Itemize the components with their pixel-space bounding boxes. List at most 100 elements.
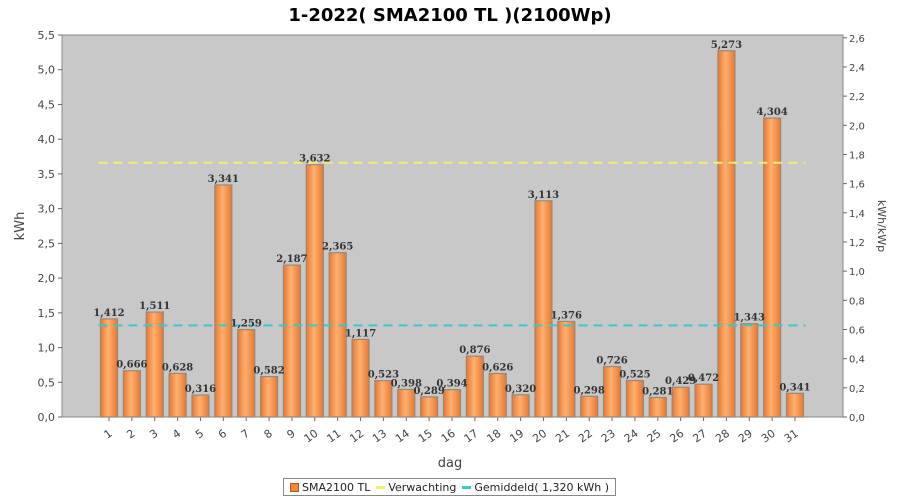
bar [168,372,187,418]
x-tick-label: 11 [324,427,343,446]
value-label: 0,525 [619,370,650,381]
value-label: 3,113 [528,190,559,201]
value-label: 5,273 [711,40,742,51]
bar [442,389,462,418]
legend-item-expected: Verwachting [376,481,456,494]
value-label: 0,316 [185,384,216,395]
x-tick-label: 26 [667,427,686,446]
x-tick-label: 15 [416,427,435,446]
x-tick-label: 18 [485,427,504,446]
x-tick-label: 12 [347,427,366,446]
bar [648,396,667,418]
legend-label-average: Gemiddeld( 1,320 kWh ) [474,480,610,494]
value-label: 1,343 [734,313,765,324]
bar [237,328,256,418]
y-tick-label: 5,5 [38,29,56,42]
x-tick-label: 10 [302,427,321,446]
y2-axis-title: kWh/kWp [875,200,888,252]
x-tick-label: 19 [507,427,526,446]
value-label: 0,666 [116,360,147,371]
value-labels: 1,412 0,666 1,511 0,628 0,316 3,341 1,259 0,582… [93,40,810,398]
line-swatch-icon [462,485,472,489]
bar [305,164,324,418]
legend-item-average: Gemiddeld( 1,320 kWh ) [462,481,609,494]
value-label: 1,376 [551,310,582,321]
y2-tick-label: 1,2 [849,238,865,249]
value-label: 0,320 [505,384,536,395]
x-tick-label: 20 [530,427,549,446]
reference-lines [98,161,806,327]
bar [397,388,416,418]
value-label: 4,304 [756,107,787,118]
x-axis-title: dag [438,456,462,471]
y2-tick-label: 1,0 [849,267,865,278]
y-tick-label: 0,5 [38,376,56,389]
bar [420,396,439,418]
y-tick-label: 1,0 [38,342,56,355]
y-axis-left: 0,0 0,5 1,0 1,5 2,0 2,5 3,0 3,5 4,0 4,5 5,0 5,5 [38,29,62,424]
value-label: 1,412 [93,308,124,319]
x-tick-label: 27 [690,427,709,446]
y2-tick-label: 2,2 [849,92,865,103]
x-tick-label: 24 [622,427,641,446]
y-tick-label: 4,5 [38,98,56,111]
value-label: 2,365 [322,242,353,253]
value-label: 0,582 [253,366,284,377]
x-tick-label: 13 [370,427,389,446]
y-axis-title: kWh [13,212,28,241]
value-label: 0,726 [596,356,627,367]
bar [191,394,210,418]
bar [99,318,119,418]
bar [717,50,736,418]
legend-label-expected: Verwachting [388,480,457,494]
line-swatch-icon [376,485,386,489]
y2-tick-label: 1,6 [849,180,865,191]
y2-tick-label: 1,8 [849,150,865,161]
legend-item-bar: SMA2100 TL [290,481,370,494]
value-label: 0,341 [779,382,810,393]
x-tick-label: 8 [262,427,275,442]
value-label: 0,628 [162,362,193,373]
x-tick-label: 21 [553,427,572,446]
x-axis: 1 2 3 4 5 6 7 8 9 10 11 12 13 14 15 16 17 18 19 20 21 22 23 24 2… [102,417,801,445]
y2-tick-label: 0,6 [849,325,865,336]
legend: SMA2100 TL Verwachting Gemiddeld( 1,320 … [283,478,617,496]
x-tick-label: 22 [576,427,595,446]
y-tick-label: 4,0 [38,133,56,146]
bar [625,379,645,418]
x-tick-label: 28 [713,427,732,446]
value-label: 0,876 [459,345,490,356]
y2-tick-label: 0,8 [849,296,865,307]
bar [694,383,713,418]
x-tick-label: 9 [284,427,297,442]
chart-title: 1-2022( SMA2100 TL )(2100Wp) [288,5,611,26]
x-tick-label: 6 [216,427,229,442]
value-label: 0,398 [391,378,422,389]
bar [328,252,347,418]
bar [282,264,302,418]
value-label: 1,511 [139,301,170,312]
y-tick-label: 3,5 [38,168,56,181]
bar [145,311,164,418]
bar [740,323,759,418]
bar [488,372,507,418]
value-label: 0,626 [482,363,513,374]
value-label: 1,259 [231,319,262,330]
y-tick-label: 2,5 [38,237,56,250]
y-axis-right: 0,0 0,2 0,4 0,6 0,8 1,0 1,2 1,4 1,6 1,8 2,0 2,2 2,4 2… [843,34,865,424]
value-label: 0,523 [368,370,399,381]
bar-swatch-icon [290,482,299,492]
y2-tick-label: 1,4 [849,209,865,220]
y2-tick-label: 2,4 [849,63,865,74]
x-tick-label: 25 [645,427,664,446]
bar [763,117,782,418]
x-tick-label: 1 [102,427,115,442]
y2-tick-label: 0,2 [849,384,865,395]
x-tick-label: 7 [239,427,252,442]
x-tick-label: 30 [759,427,778,446]
y2-tick-label: 0,0 [849,413,865,424]
bar [602,365,622,418]
y-tick-label: 1,5 [38,307,56,320]
value-label: 3,632 [299,154,330,165]
legend-label-bar: SMA2100 TL [302,480,371,494]
